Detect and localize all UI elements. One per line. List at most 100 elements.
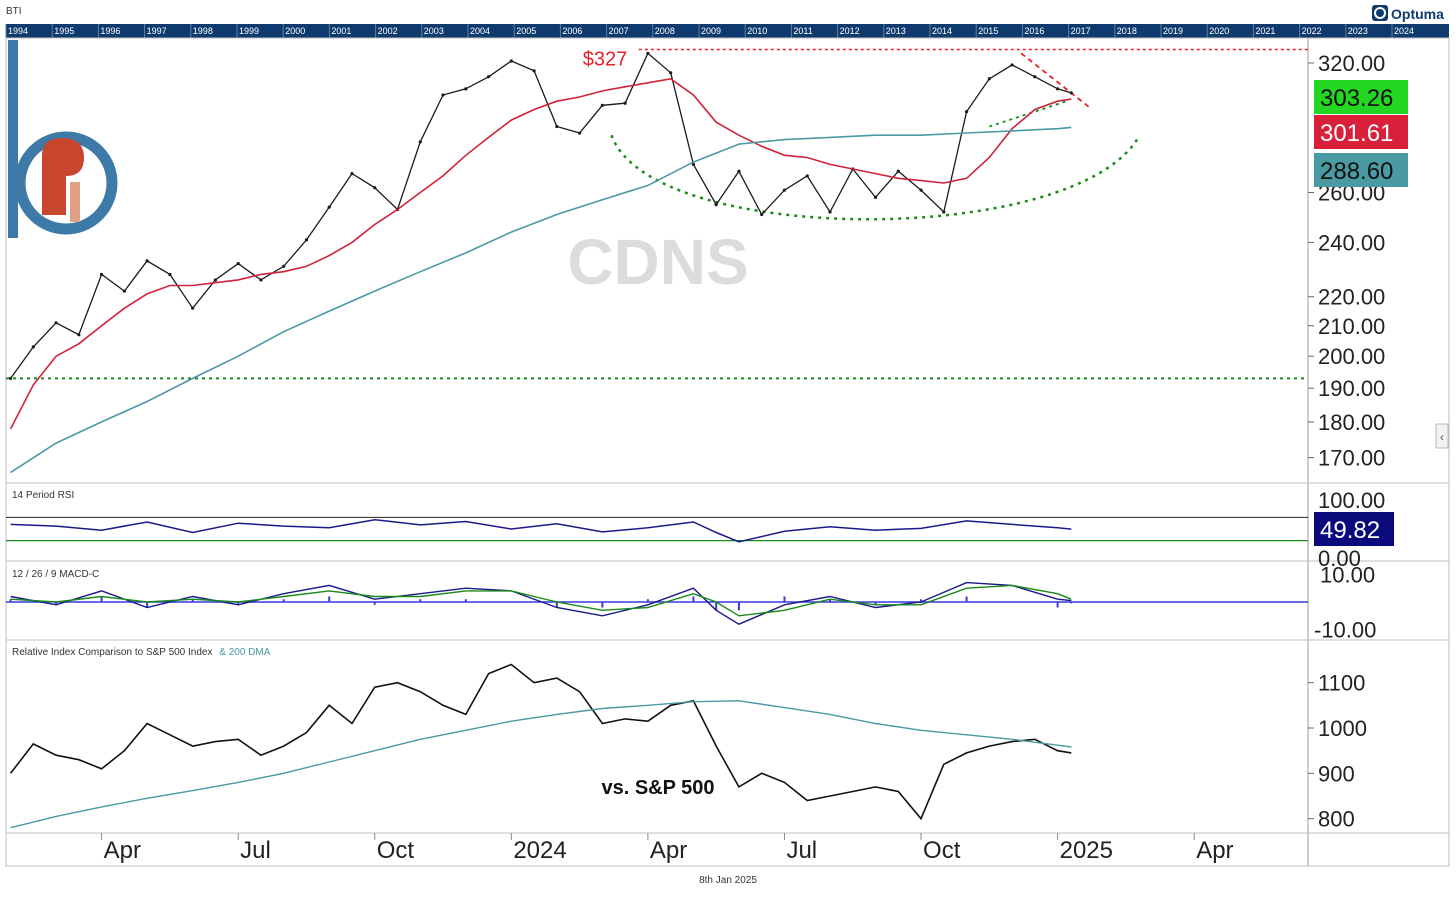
- price-tick-label: 190.00: [1318, 376, 1385, 401]
- timeline-year-label: 2013: [886, 26, 906, 36]
- price-point: [919, 188, 923, 192]
- brand-logo-stem: [8, 40, 18, 238]
- series-line-relative: [9, 663, 1072, 821]
- timeline-years: 1994 1995 1996 1997 1998 1999 2000 2001 2002 2003…: [5, 24, 1414, 38]
- brand-logo: [8, 40, 118, 238]
- timeline-year-label: 2018: [1117, 26, 1137, 36]
- timeline-year-label: 2016: [1024, 26, 1044, 36]
- timeline-year-label: 2015: [978, 26, 998, 36]
- price-tick-label: 170.00: [1318, 446, 1385, 471]
- price-point: [532, 69, 536, 73]
- price-point: [1056, 87, 1060, 91]
- price-tick-label: 320.00: [1318, 51, 1385, 76]
- series-line-ma50: [9, 77, 1072, 430]
- series-line-ma200: [10, 126, 1072, 474]
- price-point: [418, 140, 422, 144]
- last-value-tag-price: [1314, 80, 1408, 114]
- price-series: [8, 51, 1073, 474]
- macd-series: [6, 581, 1308, 625]
- price-point: [350, 172, 354, 176]
- price-point: [373, 186, 377, 190]
- relative-tick-label: 900: [1318, 761, 1355, 786]
- macd-title: 12 / 26 / 9 MACD-C: [12, 569, 99, 580]
- price-point: [213, 278, 218, 282]
- price-annotations: $327: [6, 48, 1308, 380]
- price-point: [896, 169, 900, 173]
- price-point: [304, 238, 309, 242]
- timeline-year-label: 2019: [1163, 26, 1183, 36]
- price-last-value-tags: 303.26 301.61 288.60: [1314, 80, 1408, 187]
- price-point: [509, 59, 513, 63]
- series-line-macd: [10, 581, 1072, 625]
- price-point: [760, 212, 764, 217]
- rsi-last-value-box: [1314, 512, 1394, 546]
- price-point: [8, 376, 13, 381]
- relative-y-axis: 1100 1000 900 800: [1308, 671, 1367, 832]
- x-tick-label: 2024: [513, 837, 566, 864]
- price-point: [464, 87, 468, 91]
- optuma-brand: Optuma: [1391, 6, 1444, 22]
- x-tick-label: Apr: [650, 837, 687, 864]
- timeline-year-label: 2012: [840, 26, 860, 36]
- price-point: [805, 174, 809, 178]
- price-point: [54, 321, 58, 325]
- x-tick-label: Jul: [786, 837, 817, 864]
- collapse-handle[interactable]: [1435, 423, 1449, 449]
- x-tick-label: Oct: [377, 837, 415, 864]
- timeline-year-label: 2011: [793, 26, 812, 36]
- last-value-label-ma200: 288.60: [1320, 158, 1393, 185]
- price-point: [122, 289, 126, 293]
- optuma-logo-ring: [1374, 7, 1386, 19]
- price-point: [714, 203, 718, 207]
- series-line-price: [10, 52, 1072, 379]
- chevron-left-icon[interactable]: ‹: [1440, 430, 1444, 444]
- timeline-year-label: 2006: [562, 26, 582, 36]
- timeline-year-label: 2007: [609, 26, 629, 36]
- price-point: [168, 272, 172, 277]
- vs-sp500-label: vs. S&P 500: [601, 777, 714, 799]
- rounded-base-arc: [610, 134, 1141, 221]
- x-tick-label: Apr: [1196, 837, 1233, 864]
- timeline-year-label: 2009: [701, 26, 721, 36]
- price-point: [145, 259, 149, 263]
- price-point: [669, 71, 673, 75]
- timeline-year-label: 1998: [193, 26, 213, 36]
- timeline-year-label: 2010: [747, 26, 767, 36]
- relative-tick-label: 800: [1318, 807, 1355, 832]
- chart-frame: [5, 37, 1450, 867]
- price-point: [646, 51, 650, 55]
- price-point: [828, 210, 832, 214]
- price-point: [873, 195, 878, 199]
- ticker-tag: BTI: [6, 6, 22, 17]
- rsi-title: 14 Period RSI: [12, 490, 74, 501]
- relative-title-main: Relative Index Comparison to S&P 500 Ind…: [12, 647, 213, 658]
- price-point: [259, 278, 263, 282]
- price-point: [31, 345, 35, 349]
- price-point: [555, 124, 559, 129]
- macd-tick-label: 10.00: [1320, 562, 1375, 587]
- timeline-bar[interactable]: [6, 24, 1449, 38]
- rsi-tick-label: 0.00: [1318, 546, 1361, 571]
- series-line-dma200: [10, 700, 1072, 829]
- wedge-lower-line: [989, 100, 1068, 128]
- price-point: [100, 272, 104, 277]
- relative-title-dma: & 200 DMA: [219, 647, 270, 658]
- relative-tick-label: 1000: [1318, 716, 1367, 741]
- timeline-year-label: 1995: [54, 26, 74, 36]
- price-tick-label: 240.00: [1318, 230, 1385, 255]
- price-point: [737, 169, 741, 173]
- price-point: [691, 162, 696, 166]
- timeline-year-label: 2004: [470, 26, 490, 36]
- timeline-year-label: 2003: [424, 26, 444, 36]
- relative-tick-label: 1100: [1318, 671, 1365, 696]
- price-point: [486, 75, 491, 79]
- footer-date: 8th Jan 2025: [699, 875, 757, 886]
- timeline-year-label: 2002: [378, 26, 398, 36]
- brand-logo-mark: [42, 138, 84, 215]
- price-point: [236, 261, 240, 266]
- price-point: [578, 131, 582, 135]
- last-value-label-price: 303.26: [1320, 85, 1393, 112]
- resistance-label: $327: [583, 48, 628, 70]
- relative-title: Relative Index Comparison to S&P 500 Ind…: [12, 647, 271, 658]
- macd-y-axis: 10.00 -10.00: [1314, 562, 1376, 642]
